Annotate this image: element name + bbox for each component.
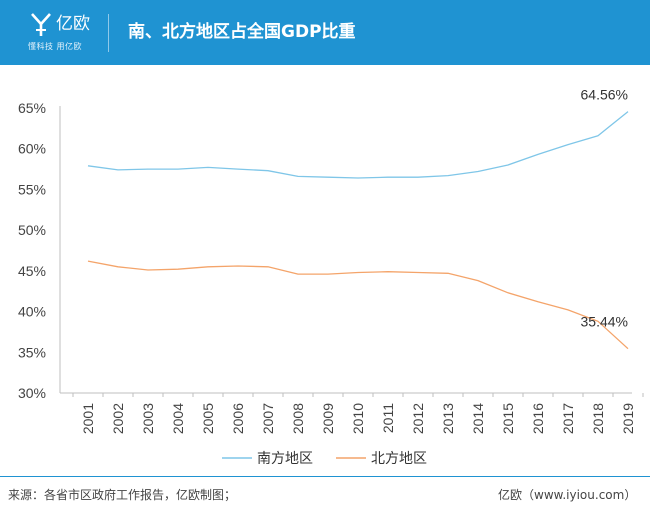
x-tick-label: 2016 [530, 403, 546, 434]
x-tick-label: 2019 [620, 403, 636, 434]
series-line-south [87, 111, 629, 179]
header-bar: 亿欧 懂科技 用亿欧 南、北方地区占全国GDP比重 [0, 0, 650, 65]
x-tick-label: 2006 [230, 403, 246, 434]
x-tick-label: 2011 [380, 403, 396, 433]
x-tick-label: 2008 [290, 403, 306, 434]
y-tick-label: 45% [18, 263, 46, 279]
x-tick-label: 2002 [110, 403, 126, 434]
header-divider [108, 14, 109, 52]
legend-label: 南方地区 [257, 451, 313, 467]
x-tick-label: 2015 [500, 403, 516, 434]
end-value-label-south: 64.56% [581, 87, 628, 103]
x-tick-label: 2005 [200, 403, 216, 434]
x-tick-label: 2001 [80, 403, 96, 434]
x-tick-label: 2003 [140, 403, 156, 434]
x-tick-label: 2007 [260, 403, 276, 434]
y-tick-label: 40% [18, 304, 46, 320]
gdp-share-line-chart: 30% 35% 40% 45% 50% 55% 60% 65% 2001 2002 2003 2004… [18, 87, 644, 467]
y-tick-label: 50% [18, 222, 46, 238]
yiou-logo-icon [31, 13, 51, 36]
x-tick-label: 2009 [320, 403, 336, 434]
y-tick-label: 65% [18, 100, 46, 116]
x-tick-label: 2012 [410, 403, 426, 434]
y-tick-label: 30% [18, 385, 46, 401]
page-title: 南、北方地区占全国GDP比重 [128, 22, 356, 42]
x-tick-label: 2013 [440, 403, 456, 434]
source-note: 来源：各省市区政府工作报告，亿欧制图； [8, 488, 237, 502]
brand-name: 亿欧 [56, 14, 90, 34]
x-tick-label: 2018 [590, 403, 606, 434]
legend-label: 北方地区 [371, 451, 427, 467]
footer-divider [0, 476, 650, 477]
y-tick-label: 60% [18, 141, 46, 157]
x-tick-label: 2010 [350, 403, 366, 434]
y-tick-label: 55% [18, 181, 46, 197]
x-tick-label: 2014 [470, 403, 486, 434]
y-tick-label: 35% [18, 344, 46, 360]
series-line-north [87, 260, 629, 350]
brand-slogan: 懂科技 用亿欧 [28, 42, 83, 51]
x-tick-label: 2004 [170, 403, 186, 434]
end-value-label-north: 35.44% [581, 314, 628, 330]
x-tick-label: 2017 [560, 403, 576, 434]
credit-note: 亿欧（www.iyiou.com） [498, 488, 637, 502]
